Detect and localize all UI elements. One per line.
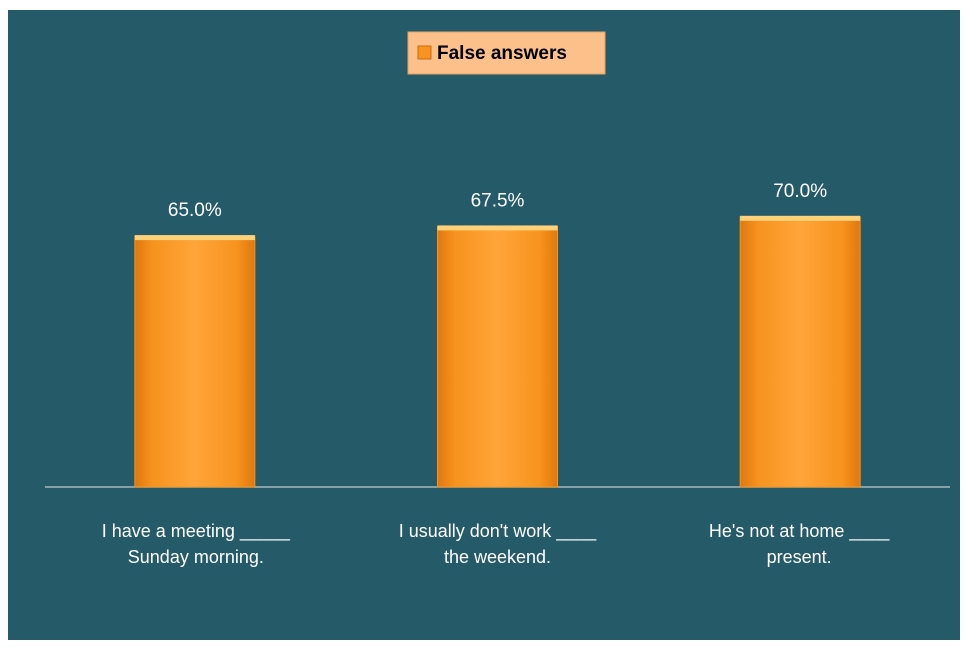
- x-tick-label: I usually don't work ____ the weekend.: [398, 521, 597, 567]
- bar: [739, 216, 861, 488]
- legend: False answers: [407, 31, 606, 75]
- legend-box: [407, 31, 606, 75]
- bar-cap: [437, 225, 558, 231]
- x-tick-label: I have a meeting _____ Sunday morning.: [101, 521, 290, 567]
- bar-cap: [134, 235, 255, 241]
- bar-group: [134, 235, 256, 488]
- bar: [134, 235, 256, 488]
- bar-cap: [740, 215, 861, 221]
- data-label: 70.0%: [773, 181, 827, 202]
- data-label: 67.5%: [471, 190, 525, 211]
- legend-label: False answers: [437, 43, 567, 64]
- bar-group: [437, 225, 558, 488]
- data-label: 65.0%: [168, 200, 222, 221]
- x-tick-label: He's not at home ____ present.: [708, 521, 890, 567]
- bar: [437, 225, 558, 488]
- legend-swatch: [417, 45, 432, 60]
- bar-group: [739, 215, 861, 488]
